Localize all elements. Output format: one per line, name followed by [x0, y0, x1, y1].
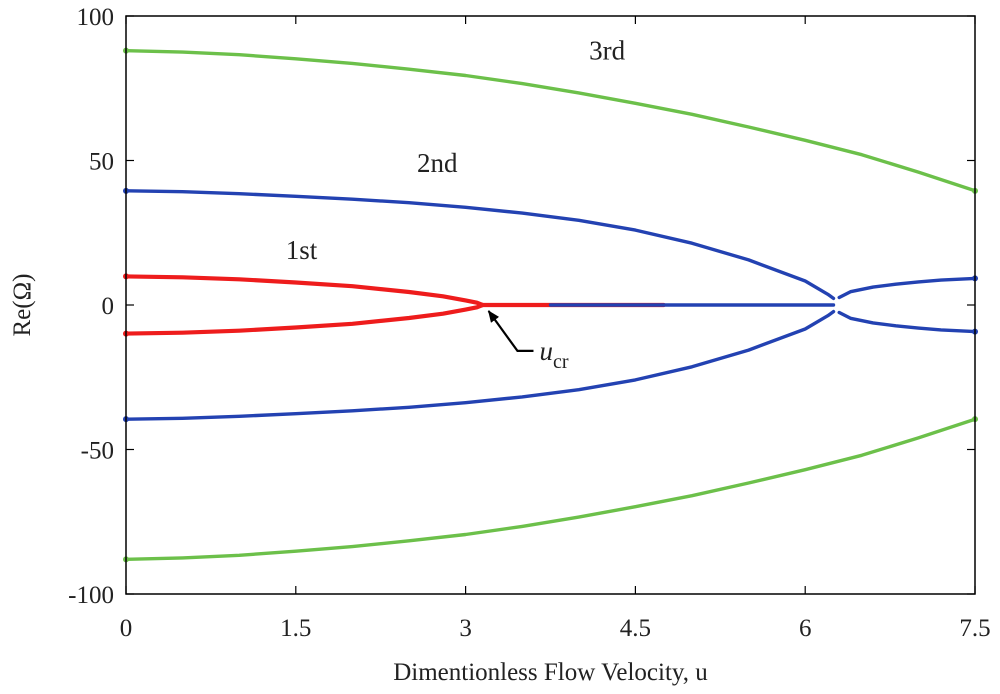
annotation-arrow: [487, 310, 534, 353]
series-2nd-branch-3: [837, 276, 977, 300]
series-1st-branch-1: [123, 302, 485, 336]
labels-layer: 1st 2nd 3rd: [286, 35, 626, 264]
x-tick-label: 3: [459, 615, 472, 642]
y-axis-label: Re(Ω): [9, 273, 36, 336]
x-tick-label: 1.5: [280, 615, 311, 642]
y-tick-label: 50: [89, 149, 114, 176]
series-label-2nd: 2nd: [417, 148, 458, 178]
series-2nd-branch-1: [124, 309, 836, 421]
series-label-1st: 1st: [286, 235, 318, 265]
x-axis-label: Dimentionless Flow Velocity, u: [393, 659, 708, 686]
series-3rd-branch-0: [124, 49, 977, 193]
y-tick-label: -50: [81, 438, 114, 465]
series-layer: [123, 47, 978, 563]
ticks-layer: 0 1.5 3 4.5 6 7.5 100 50 0 -50 -100: [68, 4, 990, 642]
series-2nd-branch-4: [837, 310, 977, 334]
series-3rd-branch-1: [124, 417, 977, 561]
annotation-ucr: ucr: [539, 336, 568, 373]
y-tick-label: 100: [77, 4, 115, 31]
series-label-3rd: 3rd: [589, 35, 625, 65]
series-2nd-branch-0: [124, 189, 836, 301]
x-tick-label: 0: [120, 615, 133, 642]
y-tick-label: 0: [102, 293, 115, 320]
x-tick-label: 4.5: [620, 615, 651, 642]
y-tick-label: -100: [68, 582, 114, 609]
x-tick-label: 6: [799, 615, 812, 642]
series-1st-branch-0: [123, 274, 485, 308]
x-tick-label: 7.5: [959, 615, 990, 642]
annot-layer: ucr: [487, 310, 569, 373]
